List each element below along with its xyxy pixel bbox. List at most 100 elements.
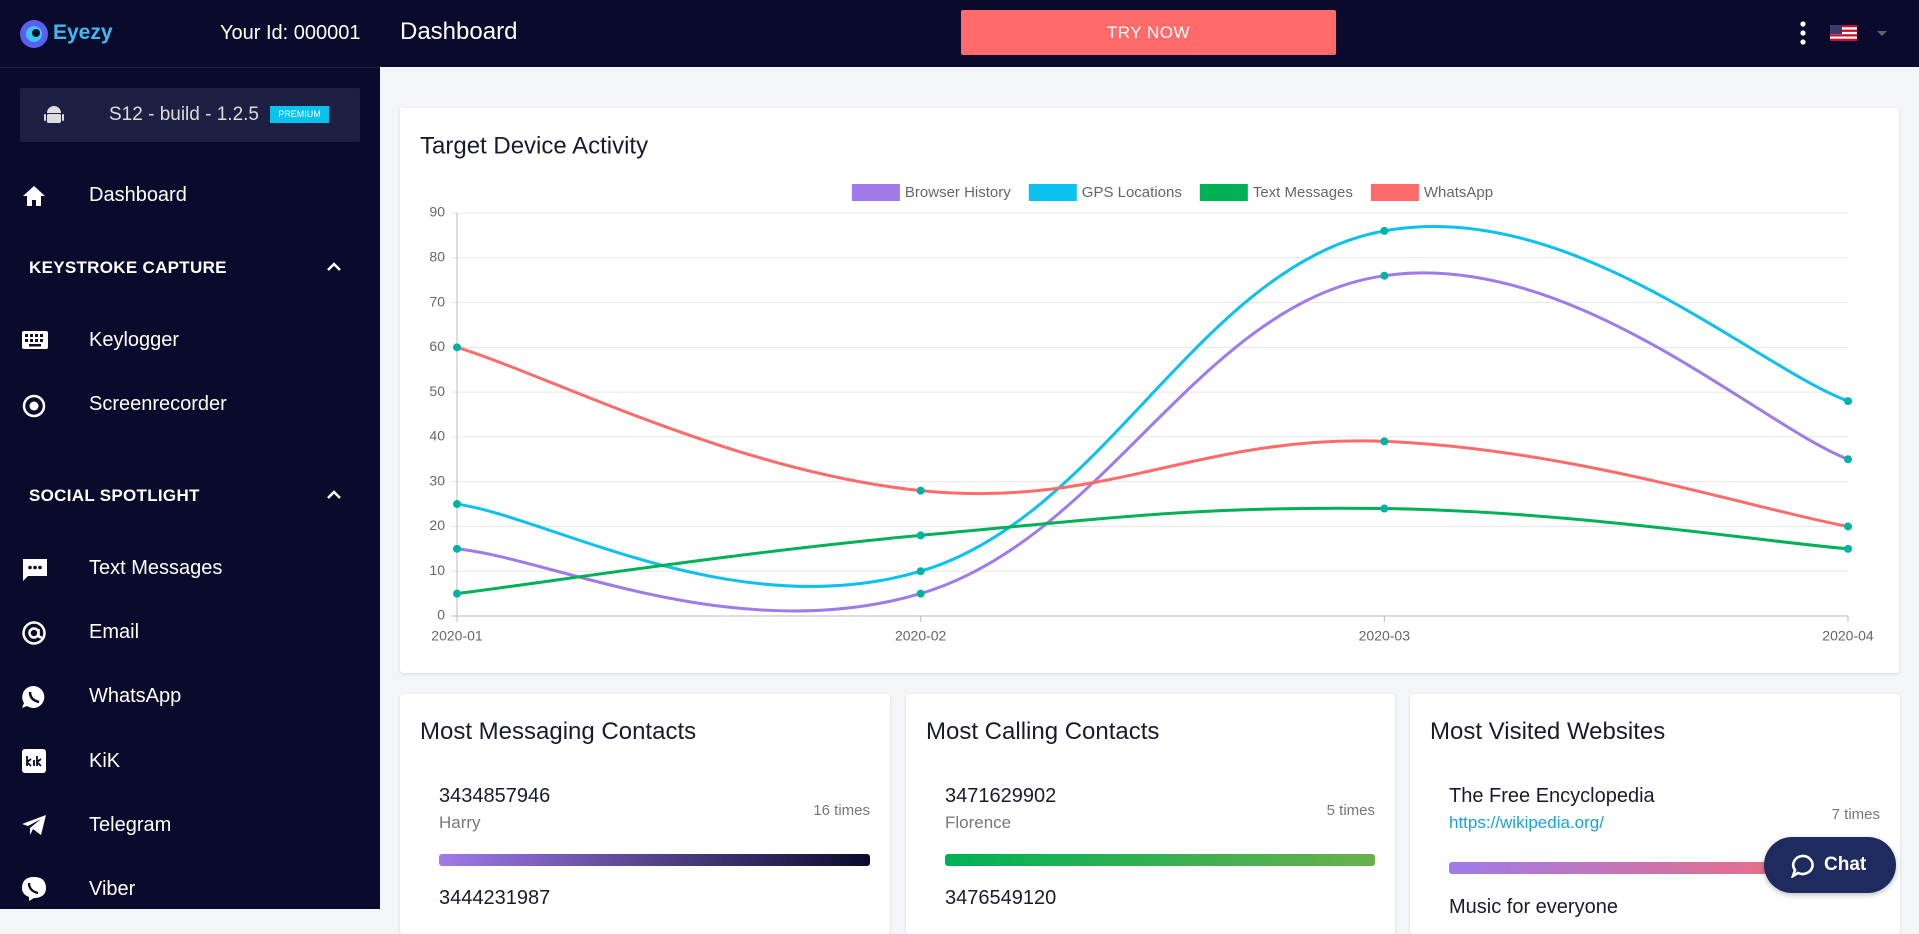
chart-card: Target Device Activity 0 10 20 30 40 50 60 70 80… xyxy=(400,108,1899,673)
record-icon xyxy=(22,394,46,418)
legend-swatch[interactable] xyxy=(1199,184,1248,201)
brand: Eyezy xyxy=(53,21,113,44)
data-point xyxy=(1380,437,1389,446)
kik-icon xyxy=(22,749,46,773)
top-bar: Eyezy Your Id: 000001 Dashboard TRY NOW xyxy=(0,0,1919,67)
nav-item[interactable]: Telegram xyxy=(89,814,172,836)
viber-icon xyxy=(22,877,46,901)
chat-icon xyxy=(1790,854,1814,878)
contact-number[interactable]: 3471629902 xyxy=(945,785,1057,807)
legend-label[interactable]: Browser History xyxy=(905,184,1011,201)
progress-bar xyxy=(439,854,870,866)
chevron-up[interactable] xyxy=(326,260,342,272)
x-tick-label: 2020-03 xyxy=(1359,628,1411,644)
y-tick-label: 30 xyxy=(429,472,445,488)
y-tick-label: 0 xyxy=(437,607,445,623)
x-tick-label: 2020-04 xyxy=(1822,628,1874,644)
y-tick-label: 10 xyxy=(429,562,445,578)
chart-title: Target Device Activity xyxy=(420,132,648,159)
count: 7 times xyxy=(1831,806,1880,823)
series-line xyxy=(456,506,1849,596)
y-tick-label: 20 xyxy=(429,517,445,533)
page-title: Dashboard xyxy=(400,18,518,45)
data-point xyxy=(1380,504,1389,513)
data-point xyxy=(916,589,925,598)
data-point xyxy=(1380,271,1389,280)
nav-item[interactable]: Dashboard xyxy=(89,184,187,206)
series-line xyxy=(456,345,1849,528)
data-point xyxy=(916,486,925,495)
nav-item[interactable]: Email xyxy=(89,621,140,643)
card: Most Visited Websites The Free Encyclope… xyxy=(1410,694,1900,934)
menu-icon[interactable] xyxy=(1795,20,1811,48)
data-point xyxy=(453,343,461,352)
card: Most Messaging Contacts 3434857946 Harry… xyxy=(400,694,890,934)
nav-item[interactable]: WhatsApp xyxy=(89,685,182,707)
y-tick-label: 90 xyxy=(429,204,445,220)
card-title: Most Visited Websites xyxy=(1430,718,1666,745)
count: 5 times xyxy=(1326,802,1375,819)
data-point xyxy=(453,544,461,553)
count: 16 times xyxy=(813,802,870,819)
chart: Target Device Activity 0 10 20 30 40 50 60 70 80… xyxy=(420,132,1874,644)
x-tick-label: 2020-01 xyxy=(431,628,483,644)
data-point xyxy=(1380,226,1389,235)
section-title[interactable]: SOCIAL SPOTLIGHT xyxy=(29,486,200,505)
data-point xyxy=(1844,522,1852,531)
card-title: Most Calling Contacts xyxy=(926,718,1160,745)
legend-swatch[interactable] xyxy=(1370,184,1419,201)
site-link[interactable]: https://wikipedia.org/ xyxy=(1449,813,1604,832)
legend-swatch[interactable] xyxy=(1028,184,1077,201)
y-tick-label: 60 xyxy=(429,338,445,354)
contact-number[interactable]: 3444231987 xyxy=(439,887,551,909)
legend: Browser History GPS Locations Text Message… xyxy=(851,184,1493,201)
x-tick-label: 2020-02 xyxy=(895,628,947,644)
contact-number[interactable]: 3476549120 xyxy=(945,887,1057,909)
series-line xyxy=(456,271,1849,613)
legend-label[interactable]: Text Messages xyxy=(1253,184,1353,201)
legend-label[interactable]: GPS Locations xyxy=(1082,184,1182,201)
legend-label[interactable]: WhatsApp xyxy=(1424,184,1493,201)
language-flag[interactable] xyxy=(1830,23,1896,43)
email-icon xyxy=(22,621,46,645)
nav-item[interactable]: Viber xyxy=(89,878,136,900)
y-tick-label: 70 xyxy=(429,293,445,309)
legend-swatch[interactable] xyxy=(851,184,900,201)
data-point xyxy=(916,531,925,540)
chevron-up[interactable] xyxy=(326,488,342,500)
message-icon xyxy=(23,559,47,581)
device-name: S12 - build - 1.2.5 xyxy=(109,104,259,125)
data-point xyxy=(1844,544,1852,553)
premium-badge: PREMIUM xyxy=(270,106,329,123)
data-point xyxy=(1844,455,1852,464)
nav-item[interactable]: Screenrecorder xyxy=(89,393,227,415)
data-point xyxy=(1844,397,1852,406)
nav-item[interactable]: Keylogger xyxy=(89,329,180,351)
keyboard-icon xyxy=(22,331,48,349)
nav-item[interactable]: Text Messages xyxy=(89,557,223,579)
card-title: Most Messaging Contacts xyxy=(420,718,697,745)
chat-button[interactable]: Chat xyxy=(1764,837,1896,893)
user-id: Your Id: 000001 xyxy=(220,22,361,44)
home-icon xyxy=(23,186,45,206)
whatsapp-icon xyxy=(22,685,45,708)
y-tick-label: 50 xyxy=(429,383,445,399)
contact-name: Harry xyxy=(439,813,481,832)
site-title: The Free Encyclopedia xyxy=(1449,785,1655,807)
logo xyxy=(20,20,48,48)
data-point xyxy=(453,589,461,598)
contact-name: Florence xyxy=(945,813,1012,832)
progress-bar xyxy=(945,854,1375,866)
device-selector[interactable]: S12 - build - 1.2.5 PREMIUM xyxy=(20,88,360,142)
card: Most Calling Contacts 3471629902 Florenc… xyxy=(906,694,1395,934)
telegram-icon xyxy=(22,815,46,835)
sidebar: S12 - build - 1.2.5 PREMIUM Dashboard KE… xyxy=(0,67,380,909)
nav-item[interactable]: KiK xyxy=(89,750,121,772)
contact-number[interactable]: 3434857946 xyxy=(439,785,551,807)
data-point xyxy=(453,500,461,509)
data-point xyxy=(916,567,925,576)
try-now-button[interactable]: TRY NOW xyxy=(961,10,1336,55)
y-tick-label: 40 xyxy=(429,428,445,444)
section-title[interactable]: KEYSTROKE CAPTURE xyxy=(29,258,227,277)
